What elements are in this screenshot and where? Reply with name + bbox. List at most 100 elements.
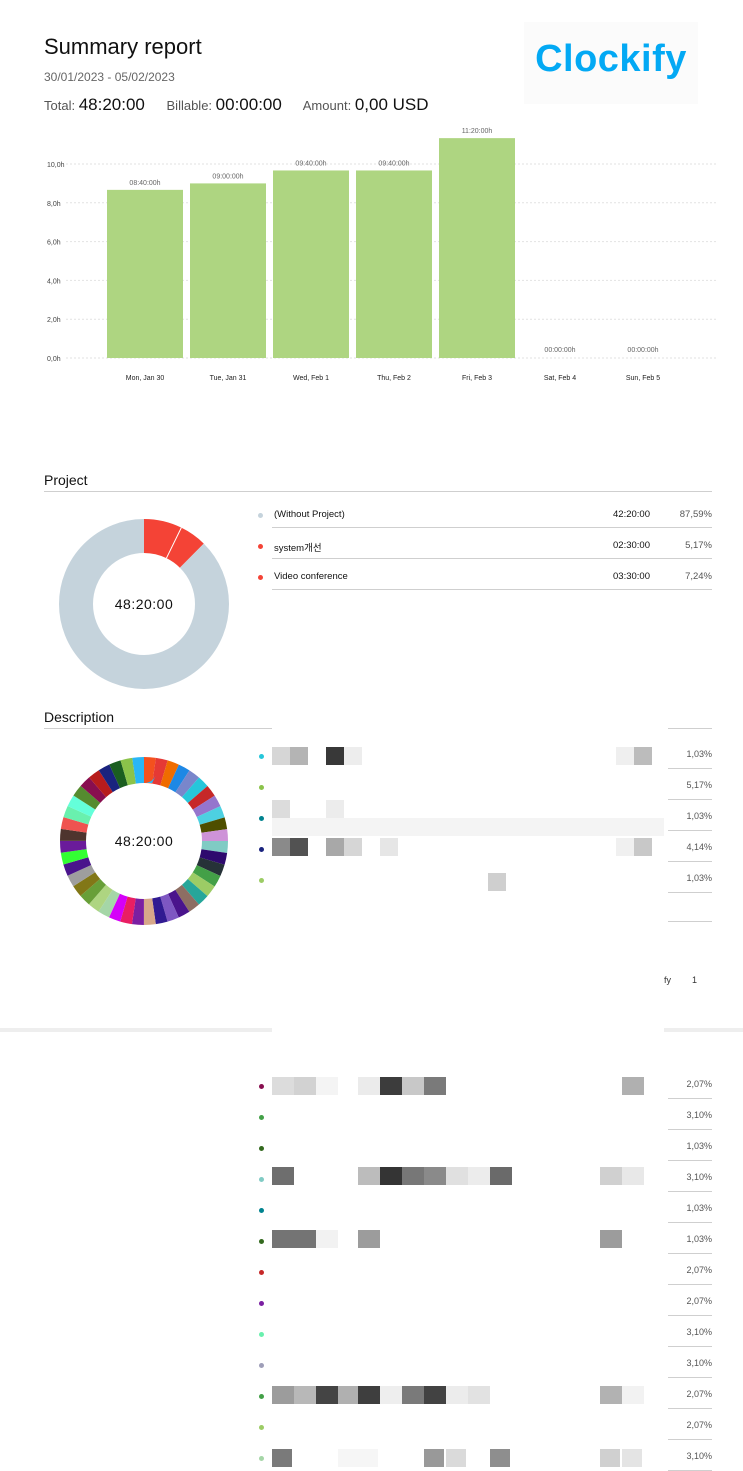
description-percent: 3,10% (686, 1327, 712, 1337)
redacted-block (272, 1167, 294, 1185)
description-row-divider (668, 1439, 712, 1440)
project-color-dot (258, 544, 263, 549)
description-row-divider (668, 1315, 712, 1316)
redacted-block (344, 838, 362, 856)
project-percent: 7,24% (685, 571, 712, 582)
redacted-block (488, 873, 506, 891)
project-percent: 5,17% (685, 540, 712, 551)
description-row-divider (668, 1377, 712, 1378)
project-row: (Without Project) 42:20:00 87,59% (258, 501, 712, 531)
redacted-block (294, 1077, 316, 1095)
total-value: 48:20:00 (78, 95, 145, 114)
description-percent: 1,03% (686, 749, 712, 759)
description-color-dot (259, 816, 264, 821)
description-percent: 1,03% (686, 873, 712, 883)
project-duration: 42:20:00 (613, 509, 650, 520)
description-percent: 2,07% (686, 1079, 712, 1089)
description-color-dot (259, 1208, 264, 1213)
x-tick-label: Sat, Feb 4 (544, 375, 576, 382)
redacted-block (272, 747, 290, 765)
redacted-block (358, 1449, 378, 1467)
y-tick-label: 0,0h (47, 356, 61, 363)
redacted-block (402, 1386, 424, 1404)
redacted-block (272, 1449, 292, 1467)
redacted-block (622, 1167, 644, 1185)
redacted-block (272, 1386, 294, 1404)
y-tick-label: 6,0h (47, 240, 61, 247)
description-percent: 1,03% (686, 1203, 712, 1213)
redacted-block (326, 838, 344, 856)
description-color-dot (259, 785, 264, 790)
redacted-block (290, 747, 308, 765)
y-tick-label: 8,0h (47, 201, 61, 208)
bar-data-label: 11:20:00h (462, 128, 493, 135)
project-divider (44, 491, 712, 492)
redacted-block (294, 1386, 316, 1404)
redacted-block (622, 1449, 642, 1467)
description-color-dot (259, 1456, 264, 1461)
description-donut-total: 48:20:00 (114, 833, 174, 849)
amount-label: Amount: (302, 98, 352, 113)
description-percent: 4,14% (686, 842, 712, 852)
page-footer-text: fy (664, 975, 672, 985)
redacted-block (316, 1386, 338, 1404)
description-row-divider (668, 1191, 712, 1192)
redacted-block (490, 1167, 512, 1185)
description-end-divider (668, 921, 712, 922)
description-row-divider (668, 1129, 712, 1130)
x-tick-label: Fri, Feb 3 (462, 375, 492, 382)
redacted-block (294, 1230, 316, 1248)
description-percent: 3,10% (686, 1172, 712, 1182)
description-row-divider (668, 1253, 712, 1254)
report-title: Summary report (44, 34, 202, 59)
bar (107, 189, 183, 358)
redacted-block (380, 1386, 402, 1404)
redacted-block (634, 747, 652, 765)
description-color-dot (259, 1332, 264, 1337)
redacted-block (338, 1386, 360, 1404)
description-percent: 3,10% (686, 1451, 712, 1461)
redacted-block (358, 1386, 380, 1404)
project-heading: Project (44, 472, 88, 488)
project-row-divider (272, 558, 712, 559)
project-name: (Without Project) (274, 509, 345, 520)
redacted-block (600, 1167, 622, 1185)
redacted-block (344, 747, 362, 765)
totals-bar: Total: 48:20:00 Billable: 00:00:00 Amoun… (44, 95, 447, 115)
redacted-block (600, 1449, 620, 1467)
project-duration: 03:30:00 (613, 571, 650, 582)
redacted-block (622, 1077, 644, 1095)
description-heading: Description (44, 709, 115, 725)
redacted-block (424, 1077, 446, 1095)
redacted-block (424, 1167, 446, 1185)
redacted-block (424, 1386, 446, 1404)
x-tick-label: Thu, Feb 2 (377, 375, 411, 382)
project-row-divider (272, 527, 712, 528)
project-percent: 87,59% (679, 509, 712, 520)
bar-data-label: 09:00:00h (212, 173, 243, 180)
description-row-divider (668, 1222, 712, 1223)
redacted-block (326, 747, 344, 765)
bar-data-label: 09:40:00h (378, 160, 409, 167)
clockify-logo: Clockify (524, 22, 698, 104)
description-donut-segment (60, 757, 228, 925)
redacted-block (424, 1449, 444, 1467)
project-color-dot (258, 513, 263, 518)
description-percent: 1,03% (686, 811, 712, 821)
x-tick-label: Tue, Jan 31 (210, 375, 247, 382)
slice-separator (165, 527, 182, 559)
project-row-divider (272, 589, 712, 590)
bar-data-label: 08:40:00h (129, 180, 160, 187)
description-percent: 1,03% (686, 1234, 712, 1244)
description-color-dot (259, 1115, 264, 1120)
redacted-block (358, 1077, 380, 1095)
daily-bar-chart: 0,0h 2,0h 4,0h 6,0h 8,0h 10,0h 08:40:00h Mon, J… (47, 128, 716, 382)
redacted-block (290, 838, 308, 856)
description-divider-left (44, 728, 272, 729)
description-donut-segment (60, 757, 228, 925)
description-color-dot (259, 1270, 264, 1275)
description-percent: 2,07% (686, 1420, 712, 1430)
description-color-dot (259, 1177, 264, 1182)
redacted-block (272, 800, 290, 818)
description-donut-segment (60, 757, 228, 925)
